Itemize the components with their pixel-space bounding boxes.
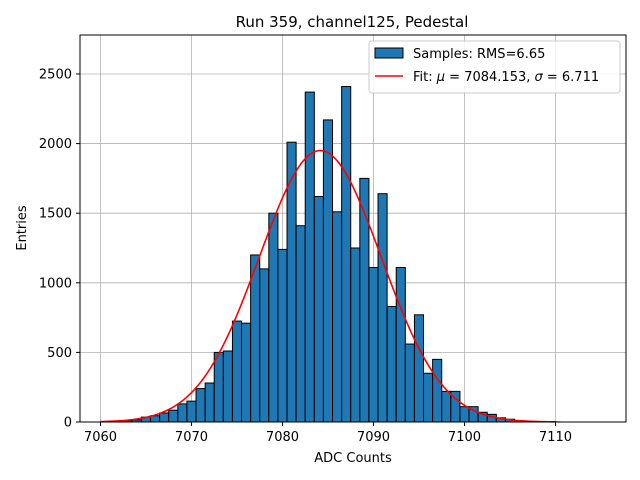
histogram-bar [177, 403, 188, 423]
x-tick-label: 7060 [84, 430, 117, 445]
y-tick-label: 2500 [39, 67, 72, 82]
y-axis-ticks: 0 500 1000 1500 2000 2500 [39, 67, 80, 431]
legend-fit-sigma-symbol: σ [535, 70, 544, 85]
histogram-bar [368, 266, 379, 423]
histogram-bar [322, 119, 334, 423]
y-axis-label: Entries [15, 205, 30, 251]
histogram-bar [204, 382, 215, 423]
histogram-bar [277, 248, 288, 423]
histogram-bar [159, 412, 170, 423]
histogram-bar [231, 320, 243, 423]
legend-fit-label: Fit: μ = 7084.153, σ = 6.711 [413, 70, 599, 85]
histogram-bar [386, 305, 397, 423]
histogram-bar [350, 247, 361, 423]
histogram-bar [295, 225, 306, 423]
y-tick-label: 1000 [39, 276, 72, 291]
histogram-bar [404, 343, 415, 423]
y-tick-label: 500 [47, 346, 72, 361]
histogram-bar [377, 193, 388, 423]
histogram-bar [186, 400, 197, 423]
histogram-bar [313, 195, 324, 423]
fit-curve-line [100, 149, 556, 423]
histogram-bar [222, 350, 233, 423]
histogram-bars [104, 86, 561, 423]
legend-fit-mu-symbol: μ [436, 70, 445, 85]
histogram-bar [395, 266, 406, 423]
legend: Samples: RMS=6.65 Fit: μ = 7084.153, σ =… [368, 40, 621, 94]
histogram-bar [423, 372, 434, 423]
histogram-bar [441, 390, 452, 423]
histogram-bar [432, 358, 443, 423]
histogram-bar [304, 91, 315, 423]
x-tick-label: 7100 [448, 430, 481, 445]
histogram-bar [341, 86, 352, 423]
legend-fit-prefix: Fit: [413, 70, 437, 85]
histogram-bar [332, 211, 343, 423]
plot-area-frame [79, 34, 627, 423]
x-axis-label: ADC Counts [314, 451, 392, 466]
y-tick-label: 0 [64, 416, 72, 431]
histogram-bar [250, 254, 261, 423]
y-tick-label: 1500 [39, 207, 72, 222]
legend-samples-swatch [374, 47, 404, 59]
legend-fit-mu-value: = 7084.153, [445, 70, 534, 85]
x-tick-label: 7110 [539, 430, 572, 445]
histogram-bar [459, 406, 470, 423]
x-tick-label: 7080 [266, 430, 299, 445]
legend-fit-sigma-value: = 6.711 [543, 70, 599, 85]
x-tick-label: 7090 [357, 430, 390, 445]
chart-title: Run 359, channel125, Pedestal [236, 13, 469, 31]
legend-samples-label: Samples: RMS=6.65 [413, 47, 545, 62]
x-tick-label: 7070 [175, 430, 208, 445]
grid-lines [80, 35, 626, 423]
y-tick-label: 2000 [39, 137, 72, 152]
histogram-bar [259, 268, 270, 423]
histogram-bar [241, 322, 252, 423]
histogram-bar [268, 212, 279, 423]
histogram-bar [413, 314, 425, 423]
histogram-bar [168, 409, 179, 423]
x-axis-ticks: 7060 7070 7080 7090 7100 7110 [84, 422, 572, 445]
histogram-bar [213, 351, 224, 423]
legend-box [368, 40, 621, 94]
histogram-bar [195, 388, 206, 423]
